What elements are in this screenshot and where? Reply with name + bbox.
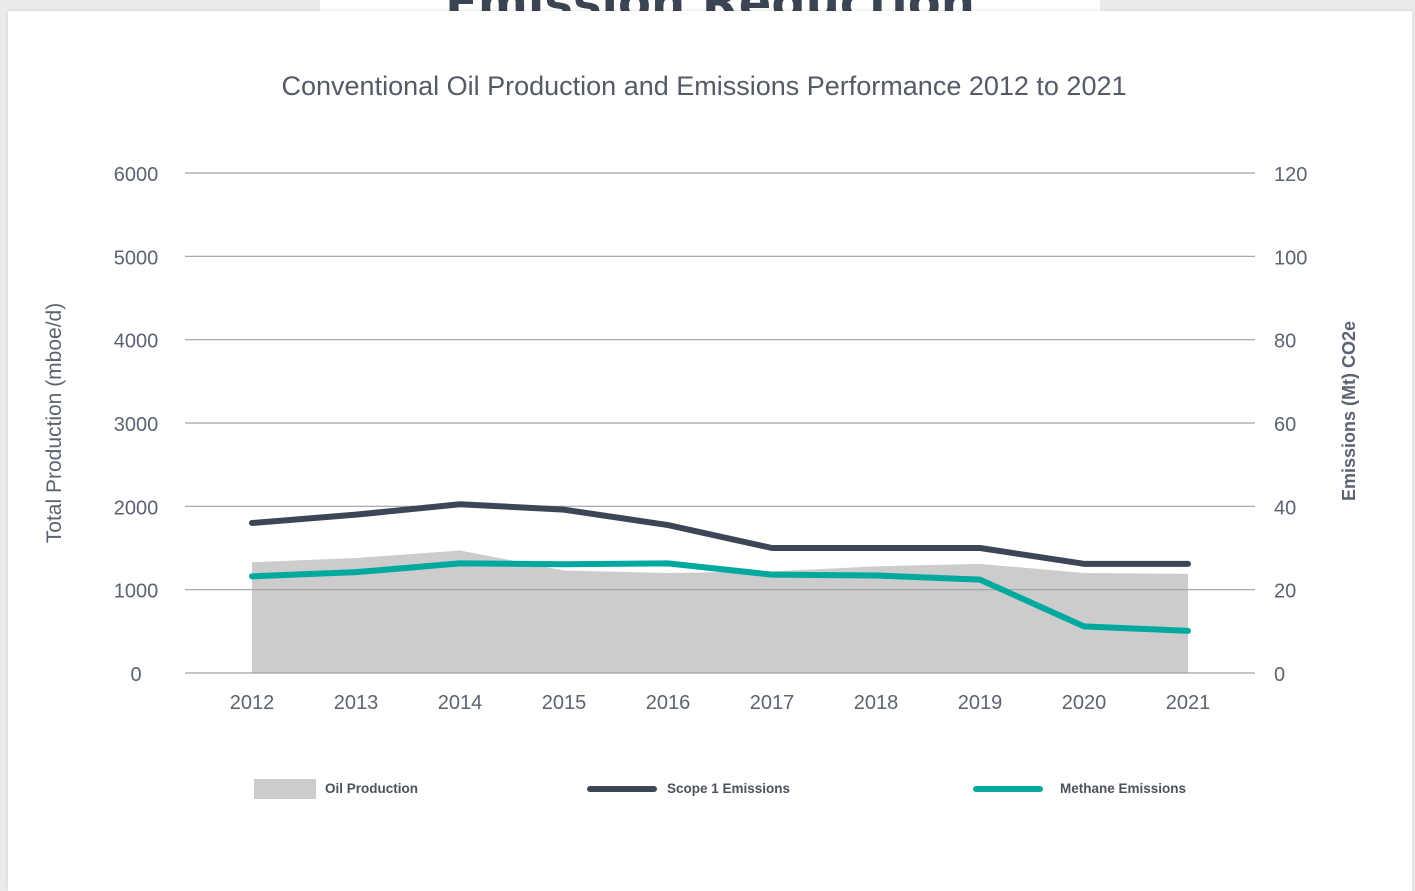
legend-label: Oil Production <box>325 781 418 796</box>
y2-tick-label: 20 <box>1274 581 1296 603</box>
chart-card <box>8 11 1412 891</box>
y-tick-label: 6000 <box>114 164 159 186</box>
x-tick-label: 2020 <box>1062 692 1107 714</box>
y-tick-label: 0 <box>130 664 141 686</box>
y2-tick-label: 120 <box>1274 164 1307 186</box>
x-tick-label: 2019 <box>958 692 1003 714</box>
x-tick-label: 2016 <box>646 692 691 714</box>
legend-swatch-oil-production <box>254 779 316 799</box>
legend-label: Scope 1 Emissions <box>667 781 790 796</box>
y-tick-label: 2000 <box>114 497 159 519</box>
y2-tick-label: 60 <box>1274 414 1296 436</box>
page-heading: Emission Reduction <box>320 0 1100 12</box>
y2-tick-label: 80 <box>1274 331 1296 353</box>
legend-label: Methane Emissions <box>1060 781 1186 796</box>
y-axis-title: Total Production (mboe/d) <box>43 303 66 543</box>
methane-emissionsline <box>249 560 1191 634</box>
x-tick-label: 2015 <box>542 692 587 714</box>
x-tick-label: 2013 <box>334 692 379 714</box>
x-tick-label: 2021 <box>1166 692 1211 714</box>
x-tick-label: 2018 <box>854 692 899 714</box>
chart-title: Conventional Oil Production and Emission… <box>282 71 1127 101</box>
y-tick-label: 1000 <box>114 581 159 603</box>
x-tick-label: 2017 <box>750 692 795 714</box>
y-tick-label: 4000 <box>114 331 159 353</box>
y2-tick-label: 100 <box>1274 247 1307 269</box>
y-tick-label: 3000 <box>114 414 159 436</box>
y2-tick-label: 0 <box>1274 664 1285 686</box>
y-tick-label: 5000 <box>114 247 159 269</box>
y2-tick-label: 40 <box>1274 497 1296 519</box>
x-tick-label: 2014 <box>438 692 483 714</box>
y2-axis-title: Emissions (Mt) CO2e <box>1339 321 1359 501</box>
scope-1-emissionsline <box>249 501 1191 567</box>
x-tick-label: 2012 <box>230 692 275 714</box>
